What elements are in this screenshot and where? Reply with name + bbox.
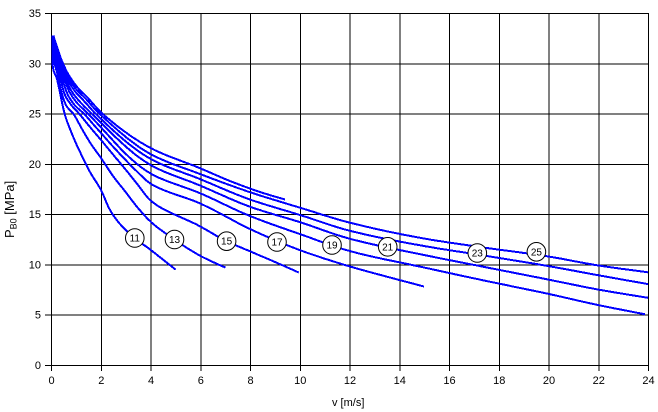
svg-text:18: 18: [493, 375, 505, 387]
svg-text:30: 30: [29, 58, 41, 70]
svg-text:20: 20: [29, 159, 41, 171]
svg-text:20: 20: [543, 375, 555, 387]
svg-text:8: 8: [247, 375, 253, 387]
svg-text:17: 17: [271, 238, 283, 249]
svg-text:5: 5: [35, 310, 41, 322]
svg-text:2: 2: [98, 375, 104, 387]
svg-text:14: 14: [394, 375, 406, 387]
svg-text:16: 16: [443, 375, 455, 387]
svg-text:13: 13: [169, 235, 181, 246]
svg-text:19: 19: [326, 241, 338, 252]
svg-text:0: 0: [48, 375, 54, 387]
svg-text:10: 10: [294, 375, 306, 387]
svg-text:0: 0: [35, 360, 41, 372]
svg-text:35: 35: [29, 8, 41, 20]
svg-text:PB0 [MPa]: PB0 [MPa]: [2, 181, 19, 238]
svg-text:4: 4: [148, 375, 154, 387]
svg-text:24: 24: [642, 375, 654, 387]
svg-text:22: 22: [593, 375, 605, 387]
svg-text:23: 23: [472, 249, 484, 260]
svg-text:25: 25: [29, 109, 41, 121]
svg-text:10: 10: [29, 259, 41, 271]
svg-text:25: 25: [531, 247, 543, 258]
svg-text:12: 12: [344, 375, 356, 387]
svg-text:15: 15: [29, 209, 41, 221]
svg-text:15: 15: [221, 237, 233, 248]
svg-text:6: 6: [198, 375, 204, 387]
svg-text:21: 21: [382, 242, 394, 253]
svg-text:v [m/s]: v [m/s]: [332, 397, 364, 409]
svg-text:11: 11: [130, 234, 141, 245]
